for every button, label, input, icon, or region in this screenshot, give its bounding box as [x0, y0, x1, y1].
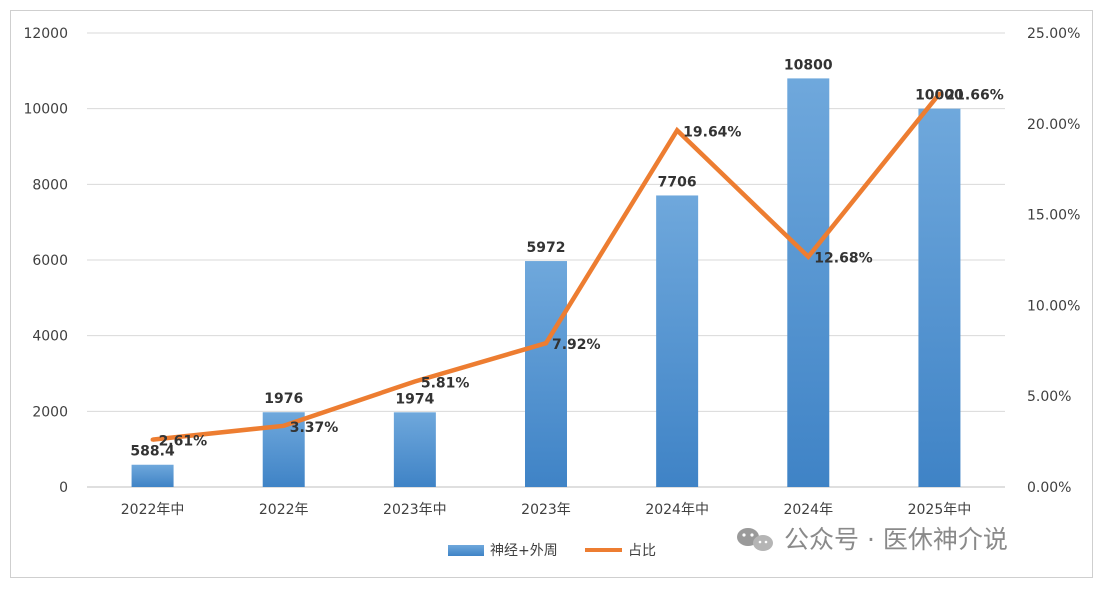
line-series — [150, 91, 942, 442]
bars — [131, 78, 961, 488]
category-label: 2022年中 — [121, 502, 185, 518]
bar — [131, 464, 174, 487]
left-tick-label: 12000 — [23, 26, 68, 42]
left-tick-label: 8000 — [32, 177, 68, 193]
right-tick-label: 15.00% — [1027, 208, 1080, 224]
line-point — [281, 423, 286, 428]
line-point — [675, 128, 680, 133]
category-labels: 2022年中 2022年 2023年中 2023年 2024年中 2024年 2025年中 — [121, 502, 971, 518]
category-label: 2023年 — [521, 502, 571, 518]
legend-bar-swatch — [448, 545, 484, 556]
bar-value-label: 1974 — [395, 391, 434, 407]
category-label: 2023年中 — [383, 502, 447, 518]
left-tick-label: 0 — [59, 480, 68, 496]
line-value-label: 12.68% — [814, 251, 872, 267]
bar-value-label: 588.4 — [130, 444, 175, 460]
left-tick-label: 4000 — [32, 329, 68, 345]
bar — [918, 108, 961, 488]
watermark: 公众号 · 医休神介说 — [737, 525, 1008, 554]
category-label: 2022年 — [259, 502, 309, 518]
category-label: 2024年 — [783, 502, 833, 518]
line-point — [806, 254, 811, 259]
line-value-label: 3.37% — [290, 420, 339, 436]
right-tick-label: 5.00% — [1027, 389, 1071, 405]
line-point — [412, 379, 417, 384]
bar — [393, 412, 436, 487]
line-value-label: 21.66% — [945, 88, 1003, 104]
category-label: 2024年中 — [645, 502, 709, 518]
bar-value-label: 7706 — [658, 174, 697, 190]
data-labels: 588.4 1976 1974 5972 7706 10800 10000 2.61% 3.37… — [130, 57, 1003, 459]
left-axis-ticks: 0 2000 4000 6000 8000 10000 12000 — [23, 26, 68, 496]
bar — [525, 261, 567, 487]
legend: 神经+外周 占比 — [448, 543, 656, 559]
gridlines — [87, 32, 1005, 488]
legend-line-label: 占比 — [628, 543, 656, 559]
line-value-label: 5.81% — [421, 375, 470, 391]
bar — [656, 195, 699, 487]
bar-value-label: 10800 — [784, 57, 833, 73]
right-tick-label: 10.00% — [1027, 298, 1080, 314]
bar — [787, 78, 830, 488]
left-tick-label: 6000 — [32, 253, 68, 269]
category-label: 2025年中 — [908, 502, 972, 518]
legend-bar-label: 神经+外周 — [490, 543, 558, 559]
right-axis-ticks: 0.00% 5.00% 10.00% 15.00% 20.00% 25.00% — [1027, 26, 1080, 496]
left-tick-label: 2000 — [32, 404, 68, 420]
line-point — [544, 341, 548, 346]
bar-value-label: 1976 — [264, 391, 303, 407]
line-value-label: 19.64% — [683, 124, 741, 140]
line-value-label: 7.92% — [552, 337, 601, 353]
wechat-icon — [737, 528, 773, 551]
right-tick-label: 20.00% — [1027, 117, 1080, 133]
bar-value-label: 5972 — [527, 240, 566, 256]
line-point — [937, 91, 942, 96]
line-value-label: 2.61% — [159, 434, 208, 450]
right-tick-label: 0.00% — [1027, 480, 1071, 496]
left-tick-label: 10000 — [23, 102, 68, 118]
watermark-text: 公众号 · 医休神介说 — [784, 525, 1008, 554]
bar-value-label: 10000 — [915, 88, 964, 104]
right-tick-label: 25.00% — [1027, 26, 1080, 42]
line-point — [150, 437, 155, 442]
